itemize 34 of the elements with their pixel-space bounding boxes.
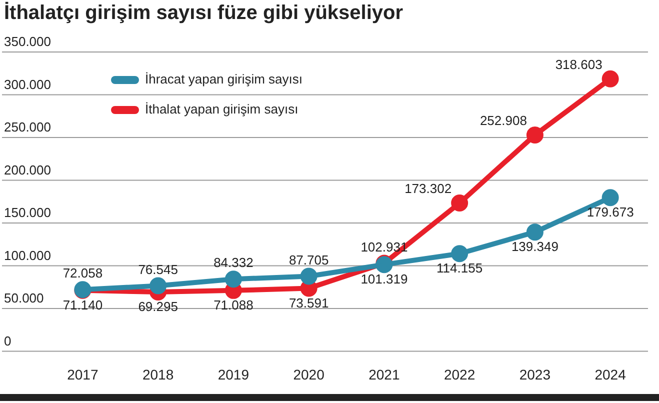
data-label: 252.908 xyxy=(480,113,527,128)
y-tick-label: 250.000 xyxy=(4,120,51,135)
x-tick-label: 2020 xyxy=(293,366,325,382)
y-tick-label: 150.000 xyxy=(4,205,51,220)
legend-label: İthalat yapan girişim sayısı xyxy=(145,102,298,117)
x-tick-label: 2023 xyxy=(519,366,551,382)
y-tick-label: 50.000 xyxy=(4,290,44,306)
x-tick-label: 2022 xyxy=(444,366,476,382)
data-label: 71.088 xyxy=(214,298,254,313)
y-tick-label: 100.000 xyxy=(4,248,51,263)
x-tick-label: 2018 xyxy=(142,366,174,382)
data-label: 73.591 xyxy=(288,295,329,310)
data-label: 114.155 xyxy=(436,260,483,276)
chart-title: İthalatçı girişim sayısı füze gibi yükseliyor xyxy=(4,2,404,25)
data-label: 84.332 xyxy=(214,255,254,270)
data-label: 318.603 xyxy=(555,56,602,72)
data-label: 69.295 xyxy=(138,299,178,314)
data-label: 173.302 xyxy=(404,181,452,196)
y-tick-label: 350.000 xyxy=(4,34,51,50)
x-tick-label: 2019 xyxy=(218,366,250,382)
data-label: 87.705 xyxy=(288,252,329,268)
y-tick-label: 200.000 xyxy=(4,162,51,178)
x-tick-label: 2017 xyxy=(67,366,98,382)
legend-label: İhracat yapan girişim sayısı xyxy=(145,72,303,87)
x-tick-label: 2021 xyxy=(368,366,400,382)
data-label: 76.545 xyxy=(138,262,178,277)
data-label: 72.058 xyxy=(62,266,103,281)
data-label: 101.319 xyxy=(360,272,408,287)
x-tick-label: 2024 xyxy=(594,366,626,382)
y-tick-label: 0 xyxy=(4,333,12,348)
data-label: 139.349 xyxy=(511,239,558,254)
data-label: 71.140 xyxy=(62,297,103,312)
data-label: 179.673 xyxy=(586,204,634,220)
y-tick-label: 300.000 xyxy=(4,76,51,92)
